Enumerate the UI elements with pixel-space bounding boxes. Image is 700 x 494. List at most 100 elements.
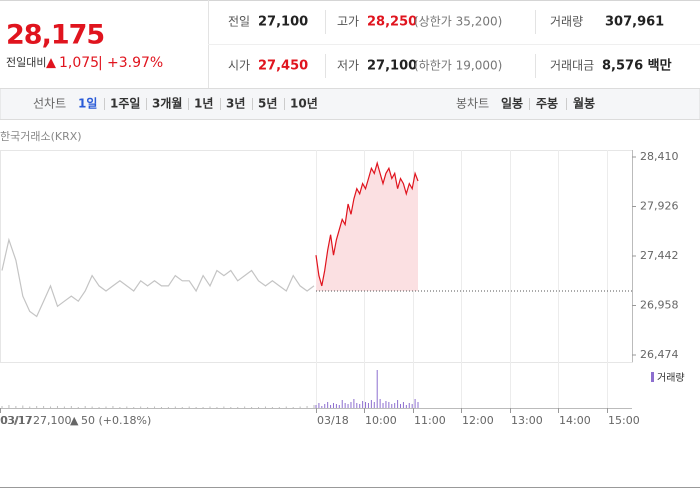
legend-swatch <box>651 372 654 382</box>
volume-bar <box>391 404 393 408</box>
volume-bar <box>264 406 266 408</box>
volume-bar <box>181 407 183 408</box>
volume-bar <box>362 401 364 408</box>
bottom-close: 27,100 <box>33 414 72 427</box>
volume-bar <box>84 406 86 408</box>
info-note: (상한가 35,200) <box>414 15 502 29</box>
volume-bar <box>230 407 232 408</box>
tab-bar <box>0 88 700 120</box>
y-tick-label: 27,442 <box>640 249 679 262</box>
period-tab[interactable]: 1주일 <box>110 97 140 111</box>
period-tab[interactable]: 3개월 <box>152 96 182 111</box>
volume-bar <box>119 407 121 408</box>
volume-bar <box>133 407 135 408</box>
volume-bar <box>216 407 218 408</box>
volume-bar <box>379 399 381 408</box>
volume-bar <box>22 405 24 408</box>
volume-bar <box>202 407 204 408</box>
change-separator: | <box>98 55 103 71</box>
volume-bar <box>394 403 396 408</box>
volume-bar <box>356 403 358 408</box>
volume-bar <box>382 403 384 408</box>
volume-bar <box>405 405 407 408</box>
x-tick-label: 11:00 <box>414 414 446 427</box>
volume-bar <box>306 406 308 408</box>
volume-bar <box>376 370 378 408</box>
volume-bar <box>411 404 413 408</box>
volume-bar <box>174 406 176 408</box>
x-tick-label: 14:00 <box>559 414 591 427</box>
volume-bar <box>112 406 114 408</box>
info-note: (하한가 19,000) <box>414 59 502 73</box>
volume-bar <box>258 407 260 408</box>
volume-bar <box>36 406 38 408</box>
period-tab[interactable]: 10년 <box>290 97 318 111</box>
volume-bar <box>147 407 149 408</box>
info-value: 27,450 <box>258 59 308 74</box>
volume-bar <box>271 407 273 408</box>
bottom-change: 50 (+0.18%) <box>81 414 151 427</box>
volume-bar <box>408 403 410 408</box>
volume-bar <box>365 402 367 408</box>
volume-bar <box>299 406 301 408</box>
volume-bar <box>63 406 65 408</box>
info-value: 27,100 <box>367 59 417 74</box>
y-tick-label: 28,410 <box>640 150 679 163</box>
info-value: 307,961 <box>605 15 664 30</box>
volume-bar <box>344 403 346 408</box>
info-label: 전일 <box>228 15 250 29</box>
info-label: 저가 <box>337 59 359 73</box>
volume-bar <box>244 406 246 408</box>
period-tab[interactable]: 1일 <box>78 97 97 111</box>
info-label: 고가 <box>337 15 359 29</box>
volume-bar <box>313 405 315 408</box>
volume-bar <box>327 402 329 408</box>
change-arrow: ▲ <box>46 56 56 71</box>
volume-bar <box>50 406 52 408</box>
volume-bar <box>70 406 72 408</box>
source: 한국거래소(KRX) <box>0 130 82 143</box>
x-tick-label: 10:00 <box>365 414 397 427</box>
volume-bar <box>330 405 332 408</box>
period-tab[interactable]: 일봉 <box>501 97 523 111</box>
volume-bar <box>350 402 352 408</box>
volume-bar <box>140 406 142 408</box>
period-tab[interactable]: 3년 <box>226 97 245 111</box>
volume-bar <box>91 406 93 408</box>
volume-bar <box>400 404 402 408</box>
volume-bar <box>373 402 375 408</box>
x-tick-label: 03/18 <box>317 414 349 427</box>
price-line <box>315 160 419 287</box>
volume-bar <box>321 406 323 408</box>
volume-bar <box>417 402 419 408</box>
tab-group-label: 봉차트 <box>456 97 489 111</box>
change-rate: +3.97% <box>107 55 163 71</box>
volume-bar <box>388 402 390 408</box>
volume-bar <box>195 407 197 408</box>
volume-bar <box>29 406 31 408</box>
volume-bar <box>402 402 404 408</box>
change-value: 1,075 <box>59 55 99 71</box>
period-tab[interactable]: 1년 <box>194 97 213 111</box>
volume-bar <box>367 403 369 408</box>
volume-bar <box>285 406 287 408</box>
info-label: 거래대금 <box>550 59 594 73</box>
info-value: 28,250 <box>367 15 417 30</box>
x-tick-label: 12:00 <box>462 414 494 427</box>
volume-bar <box>278 407 280 408</box>
tab-group-label: 선차트 <box>33 97 66 111</box>
period-tab[interactable]: 주봉 <box>536 97 558 111</box>
bottom-arrow: ▲ <box>70 414 79 427</box>
volume-bar <box>160 407 162 408</box>
volume-bar <box>188 406 190 408</box>
volume-bar <box>167 407 169 408</box>
period-tab[interactable]: 5년 <box>258 97 277 111</box>
volume-bar <box>353 399 355 408</box>
volume-bar <box>335 404 337 408</box>
volume-bar <box>126 406 128 408</box>
period-tab[interactable]: 월봉 <box>573 96 595 111</box>
info-label: 시가 <box>228 59 250 73</box>
info-value: 8,576 백만 <box>602 58 672 74</box>
bottom-date: 03/17 <box>0 414 32 427</box>
